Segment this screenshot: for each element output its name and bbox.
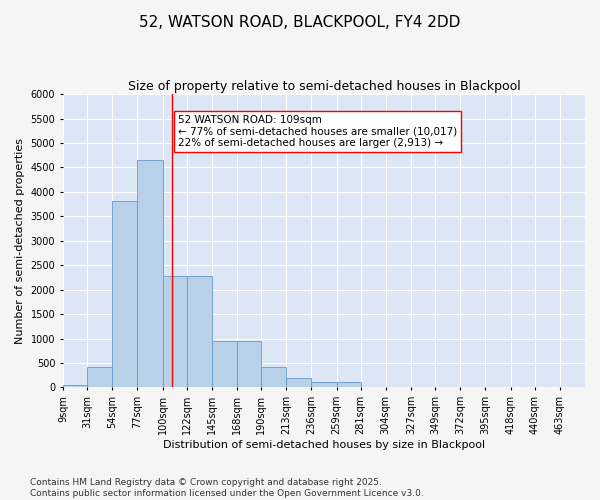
Text: Contains HM Land Registry data © Crown copyright and database right 2025.
Contai: Contains HM Land Registry data © Crown c… [30, 478, 424, 498]
Text: 52, WATSON ROAD, BLACKPOOL, FY4 2DD: 52, WATSON ROAD, BLACKPOOL, FY4 2DD [139, 15, 461, 30]
Bar [261, 367, 286, 388]
Bar [112, 200, 137, 388]
Bar [187, 276, 212, 388]
Text: 52 WATSON ROAD: 109sqm
← 77% of semi-detached houses are smaller (10,017)
22% of: 52 WATSON ROAD: 109sqm ← 77% of semi-det… [178, 114, 457, 148]
Bar [87, 367, 112, 388]
X-axis label: Distribution of semi-detached houses by size in Blackpool: Distribution of semi-detached houses by … [163, 440, 485, 450]
Bar [163, 276, 187, 388]
Title: Size of property relative to semi-detached houses in Blackpool: Size of property relative to semi-detach… [128, 80, 520, 93]
Bar [237, 341, 261, 388]
Bar [137, 160, 163, 388]
Y-axis label: Number of semi-detached properties: Number of semi-detached properties [15, 138, 25, 344]
Bar [212, 341, 237, 388]
Bar [63, 385, 87, 388]
Bar [286, 378, 311, 388]
Bar [337, 382, 361, 388]
Bar [311, 382, 337, 388]
